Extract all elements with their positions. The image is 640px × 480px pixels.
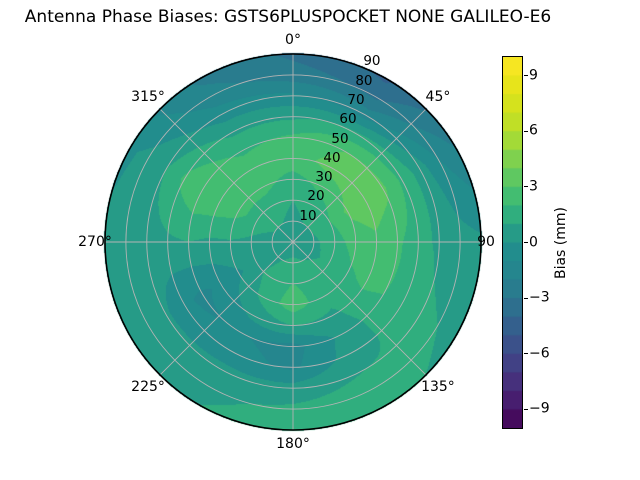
colorbar-gradient: [502, 56, 522, 428]
radial-tick-label-40: 40: [323, 149, 341, 166]
radial-gridline: [104, 53, 482, 431]
radial-tick-label-10: 10: [299, 207, 317, 224]
angular-gridline: [292, 241, 427, 376]
colorbar-tick-label-6: 6: [529, 122, 538, 139]
colorbar-tick: [523, 408, 528, 411]
colorbar-tick-label--6: −6: [529, 345, 550, 362]
angular-tick-label-45: 45°: [425, 89, 451, 106]
colorbar-tick-label-0: 0: [529, 234, 538, 251]
angular-tick-label-270: 270°: [78, 234, 112, 250]
colorbar-label: Bias (mm): [553, 206, 569, 280]
angular-tick-label-315: 315°: [131, 89, 165, 106]
angular-gridline: [292, 108, 427, 243]
angular-tick-label-90: 90: [477, 234, 495, 250]
colorbar-tick-label-3: 3: [529, 178, 538, 195]
radial-tick-label-30: 30: [315, 169, 333, 186]
angular-gridline: [159, 241, 294, 376]
radial-tick-label-50: 50: [331, 130, 349, 147]
radial-tick-label-60: 60: [339, 111, 357, 128]
angular-tick-label-180: 180°: [276, 436, 310, 452]
angular-gridline: [159, 108, 294, 243]
colorbar-tick: [523, 186, 528, 188]
colorbar-tick: [523, 241, 528, 244]
colorbar-tick-label--9: −9: [529, 401, 550, 418]
colorbar-tick: [523, 297, 528, 299]
colorbar-tick: [523, 130, 528, 132]
angular-tick-label-0: 0°: [285, 32, 301, 48]
angular-tick-label-135: 135°: [421, 378, 455, 395]
radial-tick-label-70: 70: [347, 91, 365, 108]
colorbar: [501, 55, 523, 429]
colorbar-tick-label--3: −3: [529, 289, 550, 306]
colorbar-tick-label-9: 9: [529, 67, 538, 84]
radial-tick-label-80: 80: [355, 72, 373, 89]
colorbar-tick: [523, 353, 528, 355]
radial-tick-label-90: 90: [363, 53, 381, 70]
colorbar-tick: [523, 74, 528, 77]
radial-tick-label-20: 20: [307, 188, 325, 205]
angular-tick-label-225: 225°: [131, 378, 165, 395]
